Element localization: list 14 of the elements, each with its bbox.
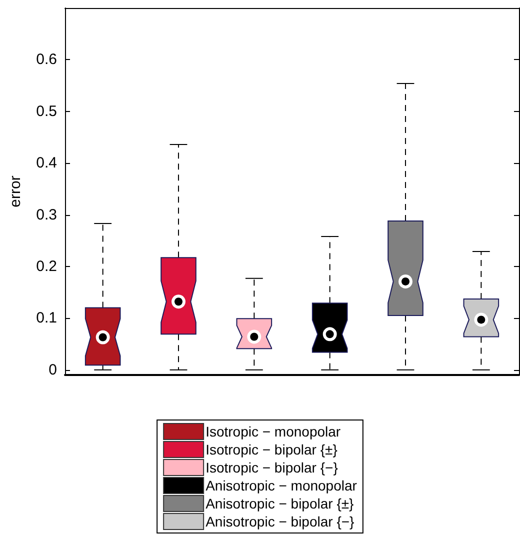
y-tick-label: 0 xyxy=(48,361,57,378)
y-axis-title: error xyxy=(7,176,24,208)
y-tick-label: 0.1 xyxy=(36,310,57,327)
legend-label: Isotropic − monopolar xyxy=(206,424,341,440)
legend-label: Anisotropic − bipolar {±} xyxy=(206,496,354,512)
y-tick-label: 0.3 xyxy=(36,206,57,224)
y-tick-label: 0.5 xyxy=(36,102,57,120)
legend-label: Isotropic − bipolar {−} xyxy=(206,460,338,476)
y-tick-label: 0.6 xyxy=(36,51,57,68)
y-tick-label: 0.2 xyxy=(36,258,57,275)
legend-label: Anisotropic − monopolar xyxy=(206,478,358,494)
legend-label: Anisotropic − bipolar {−} xyxy=(206,514,355,530)
legend-label: Isotropic − bipolar {±} xyxy=(206,442,338,458)
y-tick-label: 0.4 xyxy=(36,154,57,172)
